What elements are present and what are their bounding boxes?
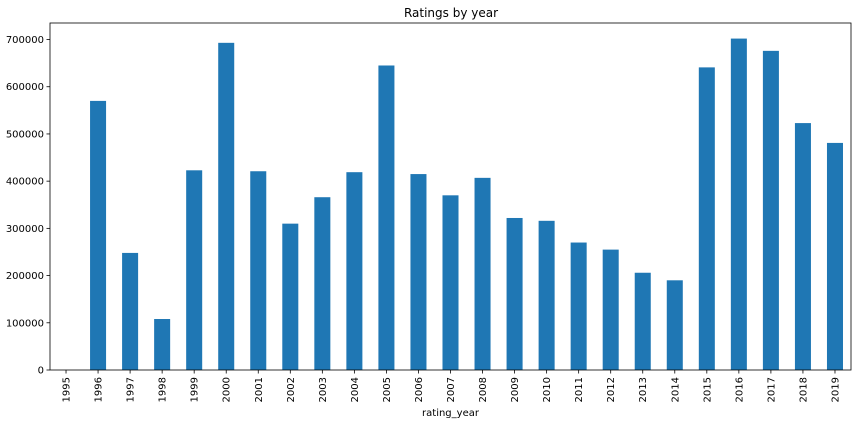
- bar-1997: [122, 252, 139, 370]
- x-tick-label: 2018: [798, 377, 809, 402]
- bar-2008: [474, 177, 491, 370]
- bar-2006: [410, 174, 427, 370]
- x-tick-label: 1996: [94, 377, 105, 402]
- x-tick-label: 2019: [830, 377, 841, 402]
- bar-2007: [442, 195, 459, 370]
- bar-1996: [90, 100, 107, 371]
- bar-2013: [634, 272, 651, 370]
- bar-2001: [250, 171, 267, 370]
- x-tick-label: 2003: [318, 377, 329, 402]
- x-tick-label: 2007: [446, 377, 457, 402]
- bar-2016: [730, 38, 747, 371]
- y-tick-label: 200000: [6, 271, 44, 282]
- y-tick-label: 400000: [6, 177, 44, 188]
- bar-2011: [570, 242, 587, 370]
- bar-1998: [154, 319, 171, 370]
- bar-2010: [538, 220, 555, 370]
- y-tick-label: 0: [38, 366, 44, 377]
- x-tick-label: 2004: [350, 377, 361, 402]
- bar-1999: [186, 170, 203, 370]
- x-axis: 1995 1996 1997 1998 1999 2000 2001 2002 2003 2004…: [62, 370, 841, 402]
- x-axis-label: rating_year: [422, 408, 480, 419]
- x-tick-label: 2011: [574, 377, 585, 402]
- bar-2014: [666, 280, 683, 370]
- plot-frame: [49, 22, 852, 371]
- x-tick-label: 2000: [222, 377, 233, 402]
- x-tick-label: 1995: [62, 377, 73, 402]
- x-tick-label: 2017: [766, 377, 777, 402]
- x-tick-label: 2009: [510, 377, 521, 402]
- x-tick-label: 2015: [702, 377, 713, 402]
- bar-2004: [346, 172, 363, 370]
- x-tick-label: 2010: [542, 377, 553, 402]
- y-tick-label: 700000: [6, 35, 44, 46]
- x-tick-label: 1999: [190, 377, 201, 402]
- bar-2012: [602, 249, 619, 370]
- bar-2000: [218, 42, 235, 370]
- bar-2002: [282, 223, 299, 370]
- bar-2005: [378, 65, 395, 370]
- y-tick-label: 100000: [6, 318, 44, 329]
- bar-2017: [762, 50, 779, 370]
- x-tick-label: 2012: [606, 377, 617, 402]
- x-tick-label: 2016: [734, 377, 745, 402]
- y-tick-label: 500000: [6, 129, 44, 140]
- y-tick-label: 300000: [6, 224, 44, 235]
- bar-2019: [826, 142, 843, 370]
- x-tick-label: 2006: [414, 377, 425, 402]
- x-tick-label: 1998: [158, 377, 169, 402]
- bar-2009: [506, 217, 523, 370]
- bar-2018: [794, 123, 811, 371]
- x-tick-label: 2005: [382, 377, 393, 402]
- x-tick-label: 1997: [126, 377, 137, 402]
- chart-title: Ratings by year: [404, 6, 498, 20]
- x-tick-label: 2013: [638, 377, 649, 402]
- x-tick-label: 2001: [254, 377, 265, 402]
- y-tick-label: 600000: [6, 82, 44, 93]
- bars-group: [90, 38, 843, 371]
- bar-2015: [698, 67, 715, 370]
- x-tick-label: 2002: [286, 377, 297, 402]
- x-tick-label: 2014: [670, 377, 681, 402]
- bar-2003: [314, 197, 331, 370]
- y-axis: 0 100000 200000 300000 400000 500000 600000 700…: [6, 35, 50, 377]
- x-tick-label: 2008: [478, 377, 489, 402]
